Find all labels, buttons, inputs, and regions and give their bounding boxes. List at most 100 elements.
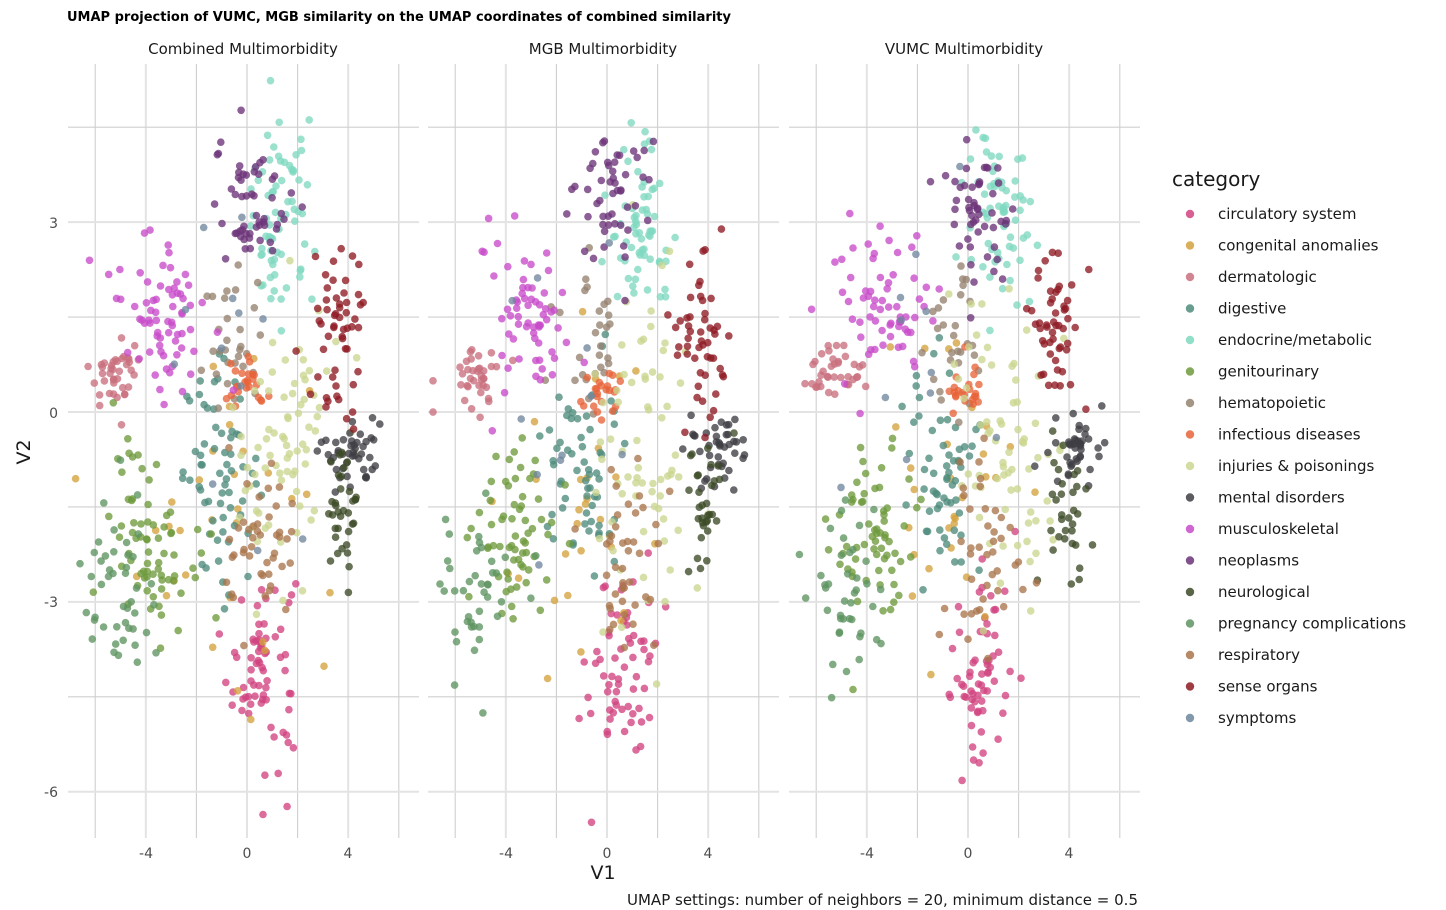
data-point — [960, 181, 969, 190]
data-point — [530, 417, 539, 426]
data-point — [581, 520, 589, 528]
data-point — [968, 183, 976, 191]
data-point — [691, 432, 699, 440]
data-point — [82, 608, 91, 617]
data-point — [244, 370, 253, 378]
data-point — [638, 479, 646, 487]
data-point — [587, 517, 595, 526]
data-point — [617, 623, 626, 632]
data-point — [117, 334, 126, 342]
data-point — [926, 389, 935, 397]
data-point — [637, 718, 646, 726]
data-point — [1094, 444, 1102, 452]
data-point — [731, 449, 739, 458]
panel-points — [429, 119, 749, 827]
data-point — [335, 300, 344, 308]
data-point — [229, 403, 237, 412]
data-point — [489, 541, 498, 550]
data-point — [265, 570, 273, 578]
data-point — [1082, 424, 1090, 433]
data-point — [280, 393, 288, 402]
data-point — [197, 549, 206, 557]
data-point — [154, 565, 163, 573]
data-point — [505, 330, 513, 338]
data-point — [186, 370, 195, 379]
data-point — [529, 329, 538, 337]
data-point — [691, 354, 699, 363]
data-point — [324, 397, 332, 406]
data-point — [584, 212, 592, 221]
data-point — [282, 605, 290, 614]
data-point — [221, 254, 230, 263]
data-point — [973, 205, 982, 214]
data-point — [164, 575, 173, 584]
data-point — [925, 454, 933, 463]
data-point — [276, 653, 285, 662]
data-point — [260, 620, 268, 628]
data-point — [524, 566, 533, 574]
data-point — [324, 450, 333, 459]
data-point — [608, 167, 617, 176]
data-point — [509, 356, 517, 365]
x-tick-label: -4 — [499, 846, 513, 862]
data-point — [585, 470, 594, 479]
data-point — [563, 210, 571, 218]
data-point — [202, 564, 210, 572]
legend-label: neurological — [1218, 583, 1310, 601]
data-point — [627, 243, 636, 252]
data-point — [989, 537, 998, 546]
data-point — [870, 249, 879, 258]
data-point — [293, 447, 302, 455]
data-point — [659, 515, 668, 523]
data-point — [511, 474, 520, 483]
data-point — [153, 328, 162, 337]
data-point — [332, 382, 340, 390]
data-point — [975, 566, 983, 574]
data-point — [857, 629, 865, 637]
data-point — [836, 611, 845, 620]
data-point — [1060, 535, 1069, 543]
data-point — [614, 398, 622, 407]
data-point — [656, 492, 664, 500]
data-point — [624, 500, 633, 509]
data-point — [679, 445, 687, 453]
data-point — [504, 262, 512, 271]
data-point — [826, 524, 835, 533]
data-point — [650, 641, 658, 649]
data-point — [624, 473, 632, 481]
data-point — [595, 475, 603, 483]
data-point — [603, 158, 612, 167]
data-point — [972, 126, 980, 134]
data-point — [331, 533, 340, 541]
data-point — [222, 578, 231, 587]
data-point — [599, 583, 608, 592]
data-point — [620, 727, 629, 736]
data-point — [843, 570, 852, 578]
legend-label: circulatory system — [1218, 205, 1356, 223]
data-point — [467, 405, 476, 413]
data-point — [616, 221, 625, 229]
data-point — [949, 409, 957, 418]
data-point — [709, 354, 718, 363]
data-point — [955, 509, 964, 517]
data-point — [602, 571, 611, 580]
data-point — [712, 438, 721, 446]
data-point — [216, 469, 224, 478]
data-point — [876, 273, 885, 282]
data-point — [960, 491, 968, 500]
data-point — [236, 325, 244, 334]
data-point — [178, 474, 187, 483]
data-point — [817, 371, 825, 380]
data-point — [845, 614, 854, 623]
data-point — [212, 423, 220, 432]
data-point — [296, 266, 305, 275]
data-point — [221, 481, 229, 489]
data-point — [600, 227, 609, 236]
data-point — [589, 402, 598, 411]
data-point — [275, 483, 284, 491]
data-point — [943, 475, 951, 484]
data-point — [603, 688, 612, 696]
data-point — [886, 332, 895, 341]
data-point — [853, 574, 861, 582]
data-point — [193, 525, 202, 534]
